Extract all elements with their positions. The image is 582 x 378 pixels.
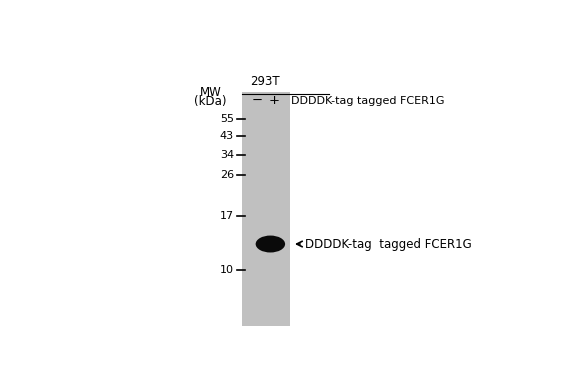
Text: +: + (269, 94, 280, 107)
Bar (242, 91, 290, 327)
Text: 43: 43 (220, 131, 234, 141)
Text: 34: 34 (220, 150, 234, 161)
Text: DDDDK-tag  tagged FCER1G: DDDDK-tag tagged FCER1G (305, 237, 472, 251)
Text: MW: MW (200, 86, 222, 99)
Text: 26: 26 (220, 170, 234, 180)
Ellipse shape (255, 235, 285, 253)
Text: DDDDK-tag tagged FCER1G: DDDDK-tag tagged FCER1G (292, 96, 445, 106)
Text: 17: 17 (220, 211, 234, 221)
Text: 10: 10 (220, 265, 234, 275)
Text: 293T: 293T (250, 75, 280, 88)
Text: 55: 55 (220, 114, 234, 124)
Text: (kDa): (kDa) (194, 96, 227, 108)
Text: −: − (251, 94, 262, 107)
